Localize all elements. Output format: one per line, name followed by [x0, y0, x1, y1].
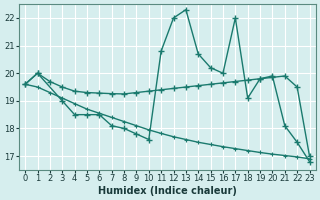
X-axis label: Humidex (Indice chaleur): Humidex (Indice chaleur) — [98, 186, 237, 196]
